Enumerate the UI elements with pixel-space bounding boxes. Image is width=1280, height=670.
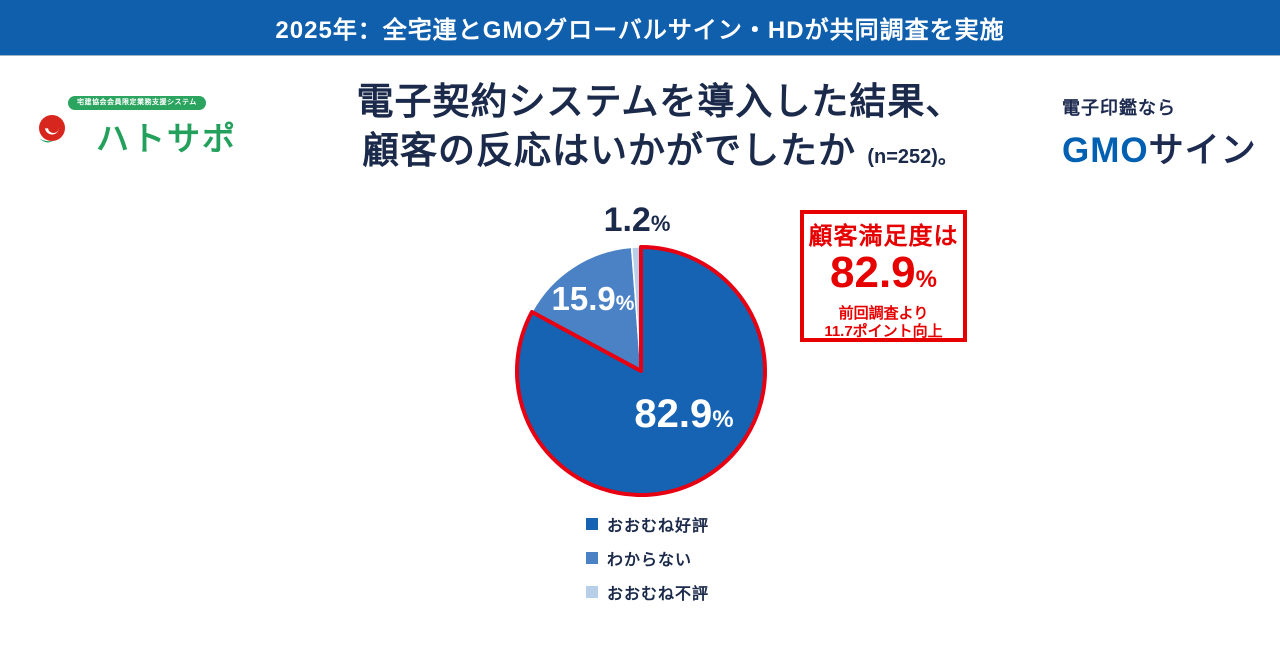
callout-heading: 顧客満足度は — [808, 223, 959, 250]
callout-note-line2: 11.7ポイント向上 — [824, 323, 943, 340]
callout-value: 82.9% — [804, 251, 963, 302]
pie-chart — [515, 245, 767, 497]
satisfaction-callout-box: 顧客満足度は 82.9% 前回調査より 11.7ポイント向上 — [800, 210, 967, 342]
percent-sign: % — [712, 406, 734, 433]
gmosign-brand-gmo: GMO — [1062, 131, 1149, 170]
percent-sign: % — [615, 292, 635, 315]
callout-percentage: 82.9 — [830, 248, 916, 297]
legend-item-favorable: おおむね好評 — [586, 513, 709, 535]
gmosign-brand-sign: サイン — [1148, 131, 1257, 170]
title-line-2: 顧客の反応はいかがでしたか (n=252)。 — [320, 126, 1000, 182]
title-line-2-text: 顧客の反応はいかがでしたか — [362, 130, 857, 171]
header-banner: 2025年：全宅連とGMOグローバルサイン・HDが共同調査を実施 — [0, 0, 1280, 56]
hatosapo-logo: 宅建協会会員限定業務支援システム ハトサポ — [36, 90, 236, 165]
sample-size-note: (n=252)。 — [867, 146, 958, 168]
legend-item-unfavorable: おおむね不評 — [586, 581, 709, 603]
page-title: 電子契約システムを導入した結果、 顧客の反応はいかがでしたか (n=252)。 — [320, 78, 1000, 182]
legend-item-unknown: わからない — [586, 547, 709, 569]
title-line-1: 電子契約システムを導入した結果、 — [356, 81, 964, 122]
hatosapo-bird-icon — [36, 110, 68, 155]
gmosign-tagline: 電子印鑑なら — [1062, 98, 1176, 118]
legend-swatch-unknown — [586, 552, 598, 564]
banner-text: 2025年：全宅連とGMOグローバルサイン・HDが共同調査を実施 — [275, 17, 1005, 44]
percent-sign: % — [650, 211, 671, 236]
pie-value-favorable: 82.9 — [634, 392, 713, 436]
pie-value-unknown: 15.9 — [551, 280, 616, 317]
hatosapo-badge: 宅建協会会員限定業務支援システム — [68, 96, 206, 110]
pie-label-favorable: 82.9% — [604, 392, 764, 437]
pie-label-unfavorable: 1.2% — [567, 201, 707, 240]
callout-note-line1: 前回調査より — [838, 305, 929, 322]
legend-label-unknown: わからない — [607, 552, 693, 569]
gmosign-logo: 電子印鑑なら GMOサイン — [1062, 94, 1262, 173]
legend-label-unfavorable: おおむね不評 — [607, 586, 710, 603]
percent-sign: % — [915, 266, 937, 293]
gmosign-brand: GMOサイン — [1062, 122, 1262, 173]
legend-label-favorable: おおむね好評 — [607, 518, 710, 535]
hatosapo-logo-text: ハトサポ — [96, 120, 237, 157]
pie-label-unknown: 15.9% — [523, 280, 663, 318]
legend-swatch-unfavorable — [586, 586, 598, 598]
chart-legend: おおむね好評 わからない おおむね不評 — [586, 513, 709, 615]
legend-swatch-favorable — [586, 518, 598, 530]
pie-value-unfavorable: 1.2 — [603, 201, 651, 239]
